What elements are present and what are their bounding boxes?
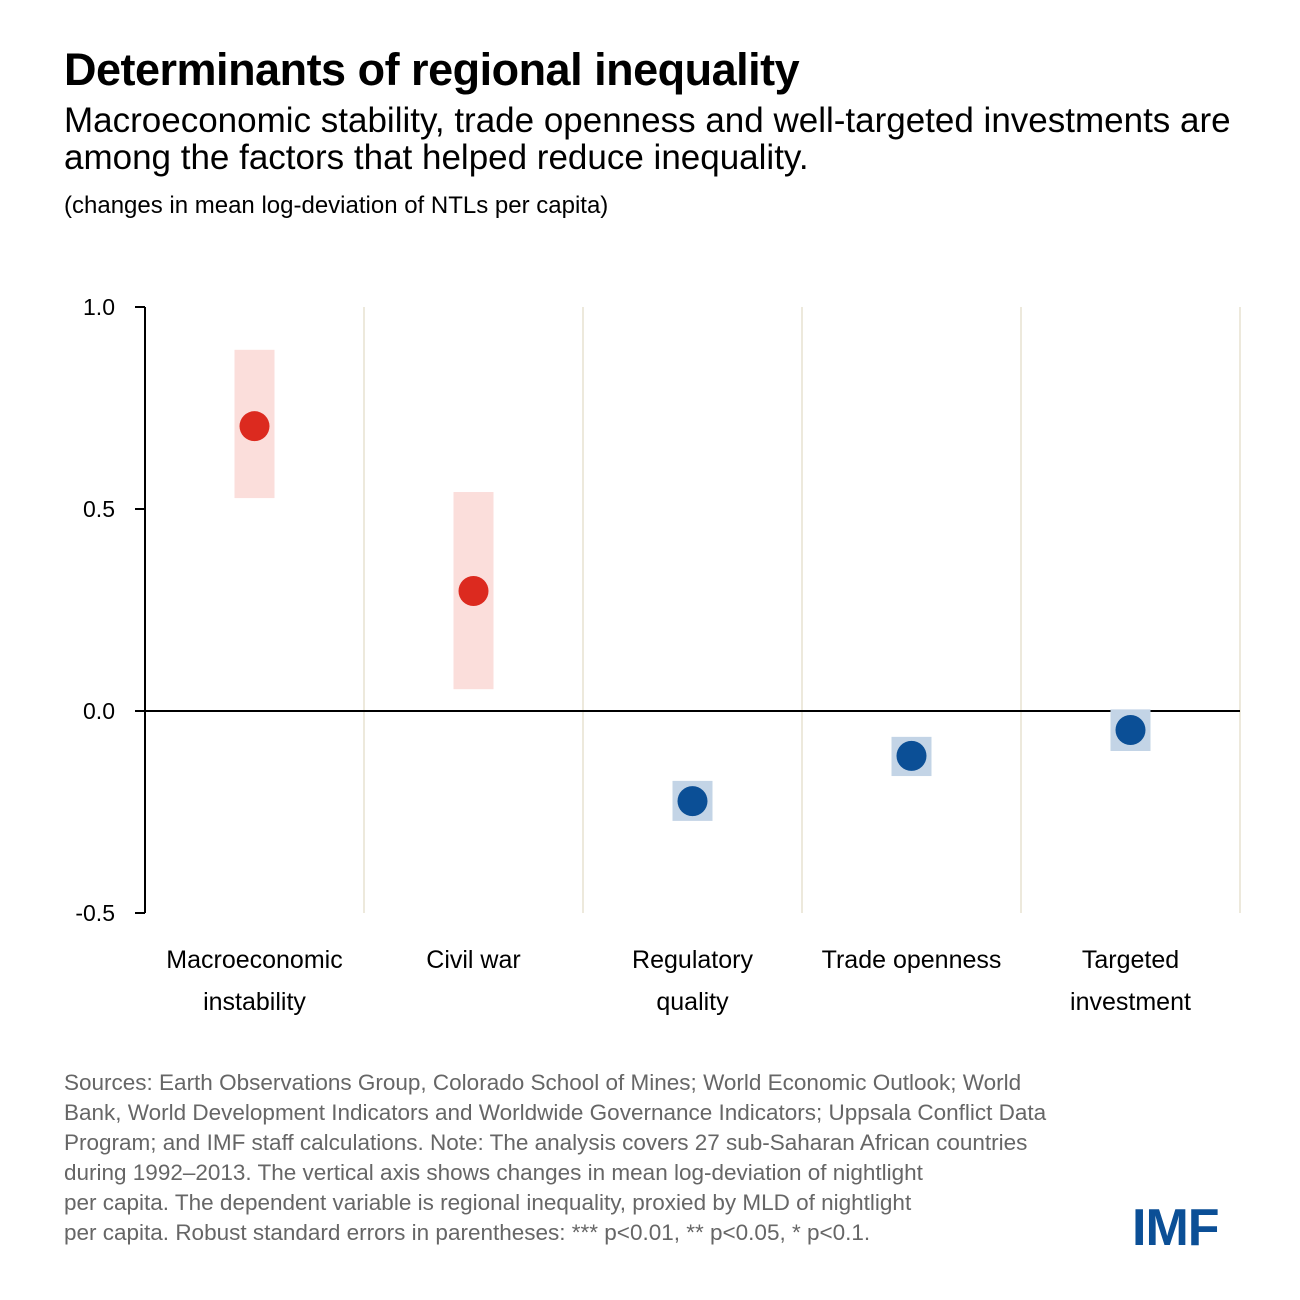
data-point [677, 786, 708, 817]
x-category-label: Regulatory [632, 946, 753, 974]
footnote-line: per capita. Robust standard errors in pa… [64, 1220, 871, 1245]
footnote-line: Program; and IMF staff calculations. Not… [64, 1130, 1028, 1155]
x-category-label: Macroeconomic [166, 946, 342, 974]
imf-logo: IMF [1132, 1199, 1220, 1257]
footnote-line: Sources: Earth Observations Group, Color… [64, 1070, 1022, 1095]
chart-area: 1.0 0.5 0.0 -0.5 Macroeconomic instability Civ… [75, 294, 1241, 1016]
chart-subtitle: Macroeconomic stability, trade openness … [64, 101, 1231, 177]
x-category-label: Trade openness [822, 946, 1002, 974]
data-point [1115, 714, 1146, 745]
footnotes: Sources: Earth Observations Group, Color… [64, 1068, 1046, 1248]
x-category-label: investment [1070, 988, 1191, 1016]
footnote-line: Bank, World Development Indicators and W… [64, 1100, 1047, 1125]
x-category-label: Civil war [426, 946, 520, 974]
y-tick-label: 1.0 [83, 294, 115, 320]
data-point [458, 576, 489, 607]
x-category-label: instability [203, 988, 306, 1016]
footnote-line: during 1992–2013. The vertical axis show… [64, 1160, 923, 1185]
data-point [239, 411, 270, 442]
y-tick-label: 0.5 [83, 496, 115, 522]
data-point [896, 740, 927, 771]
y-tick-label: 0.0 [83, 698, 115, 724]
x-category-label: quality [656, 988, 729, 1016]
y-tick-label: -0.5 [75, 900, 115, 926]
chart-title: Determinants of regional inequality [64, 44, 800, 95]
x-category-label: Targeted [1082, 946, 1179, 974]
unit-note: (changes in mean log-deviation of NTLs p… [64, 192, 609, 219]
footnote-line: per capita. The dependent variable is re… [64, 1190, 912, 1215]
